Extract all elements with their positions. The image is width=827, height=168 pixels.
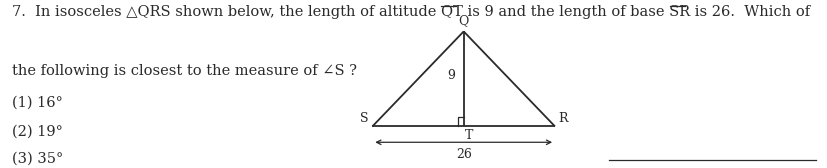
Text: the following is closest to the measure of ∠S ?: the following is closest to the measure … [12,64,357,78]
Text: Q: Q [458,14,468,27]
Text: (1) 16°: (1) 16° [12,96,63,110]
Text: T: T [465,129,473,142]
Text: (2) 19°: (2) 19° [12,124,63,138]
Text: 26: 26 [455,148,471,161]
Text: 7.  In isosceles △QRS shown below, the length of altitude QT is 9 and the length: 7. In isosceles △QRS shown below, the le… [12,5,810,19]
Text: (3) 35°: (3) 35° [12,151,64,165]
Text: 9: 9 [447,69,455,82]
Text: S: S [360,112,368,125]
Text: R: R [558,112,567,125]
